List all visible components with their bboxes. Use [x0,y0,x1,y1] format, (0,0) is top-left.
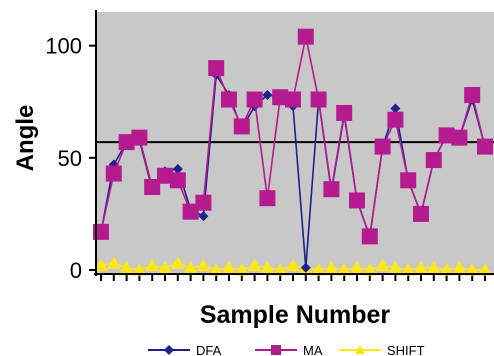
data-point [196,258,211,272]
data-point [311,263,326,276]
data-point [477,138,493,155]
data-point [323,181,340,198]
data-point [273,263,288,276]
data-point [105,165,122,182]
data-point [259,190,276,207]
data-point [300,262,311,273]
data-point [262,90,273,101]
legend-marker [355,345,365,354]
data-point [286,258,300,272]
data-point [208,60,225,77]
y-tick-label: 50 [58,146,82,171]
data-point [260,260,275,274]
data-point [438,127,455,144]
data-point [400,172,417,189]
data-point [388,260,403,274]
data-point [336,104,353,121]
data-point [349,192,365,209]
data-point [426,260,441,274]
data-point [324,260,339,274]
data-point [297,28,314,45]
data-point [425,152,442,169]
data-point [131,129,148,146]
data-point [169,172,186,189]
data-point [390,103,401,114]
data-point [464,87,481,104]
data-point [106,256,121,269]
legend-marker [164,345,174,355]
data-point [170,256,185,269]
data-point [247,258,262,272]
data-point [401,263,416,276]
data-point [361,228,378,245]
legend: DFA MA SHIFT [148,343,425,356]
data-point [413,205,429,222]
legend-label: MA [303,343,323,356]
y-tick-label: 100 [45,34,82,59]
data-point [182,203,199,220]
legend-label: SHIFT [387,343,425,356]
legend-marker [271,345,281,355]
data-point [144,178,161,195]
legend-label: DFA [196,343,222,356]
series-shift [94,256,492,276]
data-point [132,263,147,276]
series-ma [93,28,493,245]
data-point [233,118,250,135]
data-point [452,260,467,274]
data-point [172,164,183,175]
data-point [234,263,249,276]
data-point [94,258,108,272]
data-point [183,260,198,274]
data-point [478,263,492,276]
data-point [209,263,224,276]
data-point [246,91,263,108]
data-point [221,91,237,108]
data-point [375,258,390,272]
x-axis-title: Sample Number [200,301,391,329]
y-tick-label: 0 [70,258,82,283]
data-point [285,91,301,108]
data-point [119,260,134,274]
data-point [451,129,468,146]
data-point [350,260,364,274]
data-point [414,260,428,274]
data-point [310,91,327,108]
data-point [387,111,404,128]
data-point [439,263,454,276]
data-point [374,138,391,155]
y-axis-title: Angle [12,105,39,172]
data-point [198,211,209,222]
data-point [145,258,160,272]
data-point [337,263,352,276]
data-point [195,194,212,211]
data-point [272,89,289,106]
data-point [158,260,172,274]
data-point [222,260,236,274]
data-point [157,167,173,184]
data-point [362,263,377,276]
data-point [465,263,480,276]
data-point [118,134,135,151]
